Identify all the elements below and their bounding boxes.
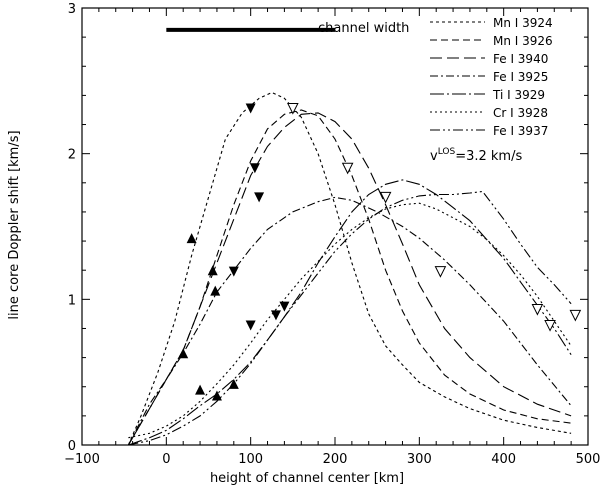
marker-triangle-up xyxy=(211,390,222,401)
y-tick-label: 1 xyxy=(68,293,76,308)
y-tick-label: 2 xyxy=(68,148,76,163)
series-line xyxy=(128,179,572,446)
x-tick-label: 300 xyxy=(407,452,432,467)
marker-triangle-down xyxy=(254,192,265,203)
marker-triangle-up xyxy=(210,285,221,296)
series-line xyxy=(127,109,572,446)
marker-triangle-open-down xyxy=(531,304,544,316)
x-axis: −100 0 100 200 300 400 500 xyxy=(64,8,600,467)
legend-label: Mn I 3924 xyxy=(493,16,553,30)
marker-triangle-up xyxy=(186,233,197,244)
vlos-value: =3.2 km/s xyxy=(455,149,522,164)
x-tick-label: 0 xyxy=(162,452,170,467)
legend-label: Mn I 3926 xyxy=(493,34,553,48)
vlos-label: vLOS=3.2 km/s xyxy=(430,147,522,164)
series-line xyxy=(127,91,572,446)
marker-triangle-up xyxy=(195,384,206,395)
legend-label: Fe I 3925 xyxy=(493,70,548,84)
marker-triangle-up xyxy=(207,265,218,276)
legend-label: Cr I 3928 xyxy=(493,106,548,120)
marker-triangle-down xyxy=(249,163,260,174)
vlos-v: v xyxy=(430,149,438,164)
x-tick-label: −100 xyxy=(64,452,100,467)
legend: Mn I 3924 Mn I 3926 Fe I 3940 Fe I 3925 Ti I… xyxy=(430,16,553,138)
marker-triangle-open-down xyxy=(379,191,392,204)
marker-triangle-down xyxy=(245,320,256,331)
channel-width-label: channel width xyxy=(318,21,409,36)
marker-triangle-down xyxy=(270,310,281,321)
y-axis: 0 1 2 3 xyxy=(68,2,588,454)
x-tick-label: 500 xyxy=(576,452,601,467)
series-line xyxy=(127,196,572,446)
x-axis-title: height of channel center [km] xyxy=(210,471,404,486)
y-tick-label: 3 xyxy=(68,2,76,17)
marker-triangle-open-down xyxy=(434,266,447,278)
legend-label: Ti I 3929 xyxy=(492,88,545,102)
series-line xyxy=(128,190,572,446)
vlos-annotation: vLOS=3.2 km/s xyxy=(430,147,522,164)
x-tick-label: 100 xyxy=(238,452,263,467)
marker-triangle-up xyxy=(178,348,189,359)
legend-label: Fe I 3937 xyxy=(493,124,548,138)
series-line xyxy=(128,202,572,439)
marker-triangle-up xyxy=(228,378,239,389)
series-line xyxy=(127,112,572,446)
series-lines xyxy=(127,91,572,446)
x-tick-label: 400 xyxy=(491,452,516,467)
x-tick-label: 200 xyxy=(323,452,348,467)
marker-triangle-down xyxy=(279,301,290,312)
y-axis-title: line core Doppler shift [km/s] xyxy=(7,130,22,319)
channel-width-annotation: channel width xyxy=(166,21,409,36)
marker-triangle-down xyxy=(245,103,256,114)
marker-triangle-open-down xyxy=(569,309,582,322)
y-tick-label: 0 xyxy=(68,439,76,454)
marker-triangle-open-down xyxy=(341,162,354,175)
vlos-sup: LOS xyxy=(438,147,456,157)
marker-triangle-down xyxy=(228,266,239,277)
marker-triangle-open-down xyxy=(544,320,556,332)
legend-label: Fe I 3940 xyxy=(493,52,548,66)
markers xyxy=(178,103,582,401)
marker-triangle-open-down xyxy=(287,103,299,115)
